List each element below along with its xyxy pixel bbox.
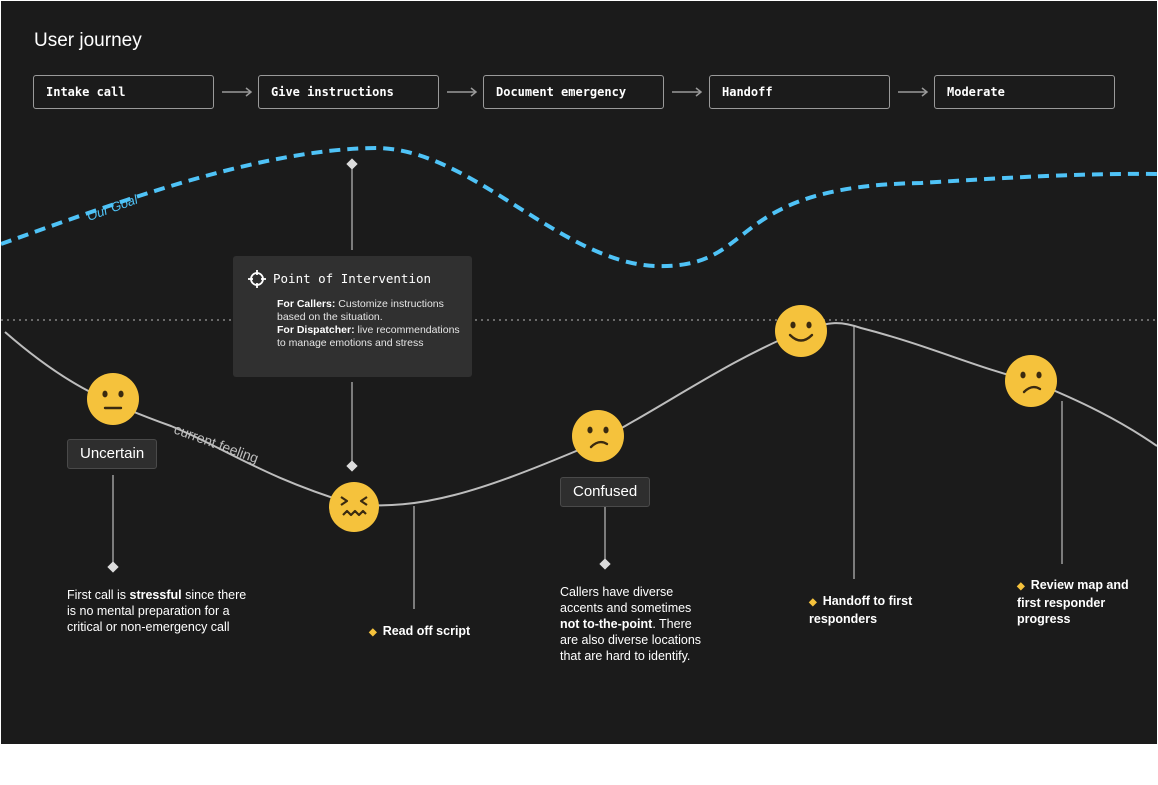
handoff-label: Handoff to first responders [809, 594, 913, 626]
diamond-marker [107, 561, 119, 573]
stage-intake-call[interactable]: Intake call [33, 75, 214, 109]
callers-pre: Callers have diverse accents and sometim… [560, 585, 692, 615]
arrow-icon [672, 87, 703, 97]
handoff-milestone: ◆ Handoff to first responders [809, 593, 929, 627]
goal-curve [1, 145, 1157, 269]
journey-canvas: User journey Intake call Give instructio… [1, 1, 1157, 744]
goal-label: Our Goal [85, 191, 141, 224]
first-call-bold: stressful [129, 588, 182, 602]
dispatcher-label: For Dispatcher: [277, 324, 355, 336]
arrow-icon [222, 87, 253, 97]
stage-moderate[interactable]: Moderate [934, 75, 1115, 109]
diamond-marker [599, 558, 611, 570]
diamond-marker [346, 158, 358, 170]
page-title: User journey [34, 30, 142, 51]
callers-label: For Callers: [277, 298, 336, 310]
arrow-icon [898, 87, 929, 97]
callers-note: Callers have diverse accents and sometim… [560, 584, 712, 664]
review-label: Review map and first responder progress [1017, 578, 1129, 626]
intervention-body: For Callers: Customize instructions base… [277, 298, 463, 350]
read-script-label: Read off script [382, 624, 471, 638]
diamond-icon: ◆ [1017, 581, 1025, 592]
callers-post: . There are also diverse locations that … [560, 617, 702, 663]
diamond-marker [346, 460, 358, 472]
feeling-label: current feeling [172, 421, 261, 466]
first-call-post: since there is no mental preparation for… [67, 588, 247, 634]
intervention-card: Point of Intervention For Callers: Custo… [233, 256, 472, 377]
happy-face-icon [775, 305, 827, 357]
arrow-icon [447, 87, 478, 97]
journey-graphic: Our Goal current feeling [1, 87, 1157, 609]
frustrated-face-icon [329, 482, 379, 532]
crosshair-icon [248, 270, 266, 288]
first-call-pre: First call is [67, 588, 130, 602]
diamond-icon: ◆ [369, 627, 377, 638]
review-milestone: ◆ Review map and first responder progress [1017, 577, 1142, 627]
worried-face-icon [1005, 355, 1057, 407]
first-call-note: First call is stressful since there is n… [67, 587, 252, 635]
stage-give-instructions[interactable]: Give instructions [258, 75, 439, 109]
confused-tag: Confused [560, 477, 651, 507]
intervention-title: Point of Intervention [273, 271, 432, 286]
dispatcher-text: live recommendations to manage emotions … [277, 324, 460, 349]
callers-bold: not to-the-point [560, 617, 653, 631]
confused-face-icon [572, 410, 624, 462]
read-script-milestone: ◆ Read off script [369, 623, 470, 641]
stage-document-emergency[interactable]: Document emergency [483, 75, 664, 109]
uncertain-tag: Uncertain [67, 439, 158, 469]
diamond-icon: ◆ [809, 597, 817, 608]
stage-handoff[interactable]: Handoff [709, 75, 890, 109]
callers-text: Customize instructions based on the situ… [277, 298, 444, 323]
neutral-face-icon [87, 373, 139, 425]
